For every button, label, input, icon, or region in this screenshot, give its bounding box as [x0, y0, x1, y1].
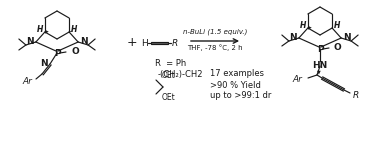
Text: n-BuLi (1.5 equiv.): n-BuLi (1.5 equiv.)	[183, 29, 247, 35]
Text: -(CH₂)-CH2: -(CH₂)-CH2	[158, 69, 203, 79]
Text: >90 % Yield: >90 % Yield	[210, 81, 261, 90]
Text: O: O	[334, 43, 342, 52]
Text: H: H	[300, 20, 306, 29]
Text: H: H	[334, 20, 340, 29]
Text: R: R	[353, 91, 359, 100]
Text: up to >99:1 dr: up to >99:1 dr	[210, 92, 271, 101]
Text: N: N	[40, 58, 48, 67]
Text: HN: HN	[312, 61, 328, 70]
Text: ▶: ▶	[308, 24, 312, 29]
Text: Ar: Ar	[292, 76, 302, 85]
Text: P: P	[54, 48, 60, 57]
Text: R  = Ph: R = Ph	[155, 58, 186, 67]
Text: O: O	[71, 47, 79, 56]
Text: R: R	[172, 38, 178, 47]
Text: H: H	[141, 38, 147, 47]
Text: ▶: ▶	[45, 28, 49, 33]
Text: P: P	[317, 44, 323, 53]
Text: H: H	[71, 24, 77, 33]
Text: 17 examples: 17 examples	[210, 69, 264, 79]
Text: ▼: ▼	[317, 69, 321, 75]
Text: +: +	[127, 36, 137, 49]
Text: OEt: OEt	[162, 72, 176, 81]
Text: OEt: OEt	[162, 94, 176, 103]
Text: N: N	[80, 37, 88, 46]
Text: N: N	[26, 37, 34, 46]
Text: N: N	[289, 33, 297, 42]
Text: H: H	[37, 24, 43, 33]
Text: N: N	[343, 33, 351, 42]
Text: Ar: Ar	[22, 77, 32, 86]
Text: THF, -78 °C, 2 h: THF, -78 °C, 2 h	[187, 45, 243, 51]
